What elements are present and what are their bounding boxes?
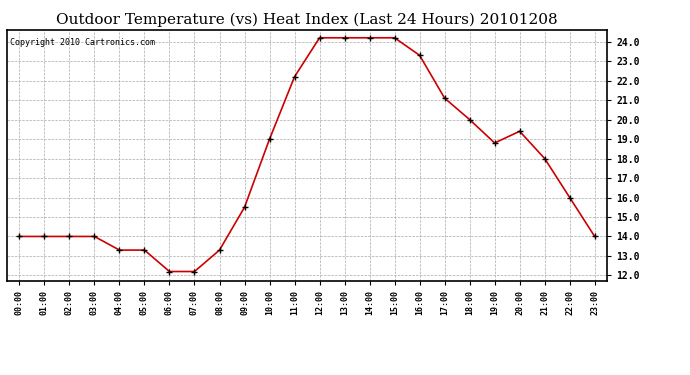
Title: Outdoor Temperature (vs) Heat Index (Last 24 Hours) 20101208: Outdoor Temperature (vs) Heat Index (Las… [57,13,558,27]
Text: Copyright 2010 Cartronics.com: Copyright 2010 Cartronics.com [10,38,155,46]
